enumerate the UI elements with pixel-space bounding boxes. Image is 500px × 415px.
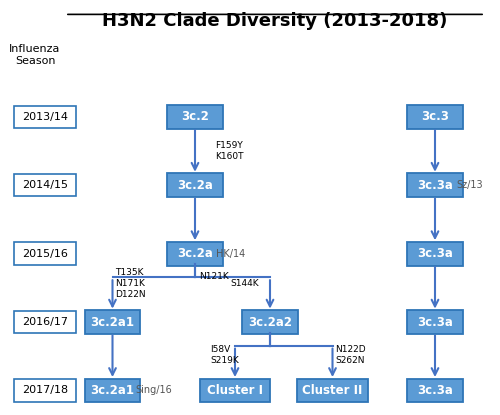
FancyBboxPatch shape (242, 310, 298, 334)
FancyBboxPatch shape (85, 378, 140, 403)
Text: I58V
S219K: I58V S219K (210, 345, 239, 365)
Text: 3c.3a: 3c.3a (417, 384, 453, 397)
FancyBboxPatch shape (167, 173, 223, 197)
Text: F159Y
K160T: F159Y K160T (215, 141, 244, 161)
Text: 2017/18: 2017/18 (22, 386, 68, 395)
Text: Sz/13: Sz/13 (456, 180, 482, 190)
Text: N122D
S262N: N122D S262N (335, 345, 366, 365)
Text: 3c.2a: 3c.2a (177, 179, 213, 192)
Text: 3c.3a: 3c.3a (417, 247, 453, 260)
Text: T135K
N171K
D122N: T135K N171K D122N (115, 268, 146, 299)
FancyBboxPatch shape (167, 242, 223, 266)
FancyBboxPatch shape (14, 311, 76, 333)
Text: 3c.2a1: 3c.2a1 (90, 384, 134, 397)
FancyBboxPatch shape (85, 310, 140, 334)
FancyBboxPatch shape (407, 310, 463, 334)
Text: 2016/17: 2016/17 (22, 317, 68, 327)
FancyBboxPatch shape (14, 379, 76, 402)
FancyBboxPatch shape (200, 378, 270, 403)
Text: 3c.2a: 3c.2a (177, 247, 213, 260)
Text: Influenza
Season: Influenza Season (10, 44, 60, 66)
Text: 3c.3: 3c.3 (421, 110, 449, 123)
Text: 2015/16: 2015/16 (22, 249, 68, 259)
FancyBboxPatch shape (167, 105, 223, 129)
Text: 3c.2a1: 3c.2a1 (90, 315, 134, 329)
FancyBboxPatch shape (14, 174, 76, 196)
Text: 2014/15: 2014/15 (22, 180, 68, 190)
Text: 3c.2: 3c.2 (181, 110, 209, 123)
FancyBboxPatch shape (14, 242, 76, 265)
Text: Cluster I: Cluster I (207, 384, 263, 397)
Text: Cluster II: Cluster II (302, 384, 362, 397)
Text: 3c.2a2: 3c.2a2 (248, 315, 292, 329)
Text: S144K: S144K (230, 279, 258, 288)
Text: HK/14: HK/14 (216, 249, 245, 259)
Text: N121K: N121K (199, 272, 229, 281)
Text: 2013/14: 2013/14 (22, 112, 68, 122)
FancyBboxPatch shape (14, 105, 76, 128)
Text: 3c.3a: 3c.3a (417, 179, 453, 192)
FancyBboxPatch shape (407, 173, 463, 197)
Text: Sing/16: Sing/16 (135, 386, 172, 395)
FancyBboxPatch shape (407, 378, 463, 403)
FancyBboxPatch shape (407, 242, 463, 266)
FancyBboxPatch shape (297, 378, 368, 403)
Text: 3c.3a: 3c.3a (417, 315, 453, 329)
Text: H3N2 Clade Diversity (2013-2018): H3N2 Clade Diversity (2013-2018) (102, 12, 448, 30)
FancyBboxPatch shape (407, 105, 463, 129)
